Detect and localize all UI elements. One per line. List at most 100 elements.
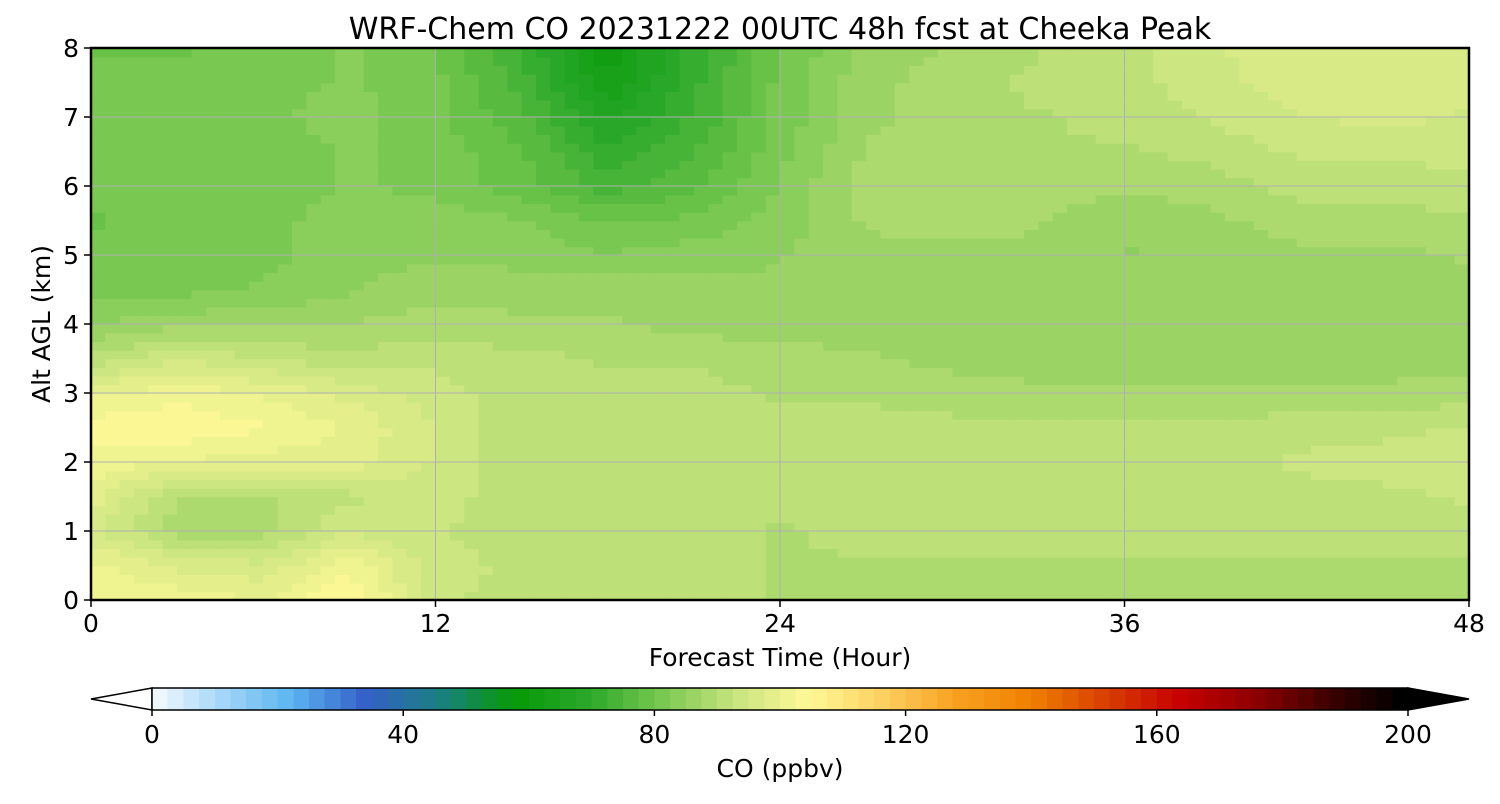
- contour-cell: [937, 151, 954, 161]
- contour-cell: [1210, 289, 1226, 299]
- contour-cell: [1382, 548, 1399, 558]
- contour-cell: [205, 548, 221, 558]
- contour-cell: [1397, 574, 1413, 584]
- contour-cell: [406, 401, 422, 412]
- contour-cell: [780, 280, 796, 291]
- contour-cell: [119, 453, 135, 463]
- contour-cell: [1454, 237, 1469, 248]
- contour-cell: [995, 410, 1011, 420]
- contour-cell: [579, 255, 595, 265]
- contour-cell: [177, 186, 193, 196]
- contour-cell: [277, 427, 293, 437]
- contour-cell: [1282, 151, 1298, 161]
- contour-cell: [1095, 418, 1111, 429]
- contour-cell: [1081, 237, 1097, 248]
- contour-cell: [148, 160, 164, 170]
- contour-cell: [665, 410, 681, 420]
- contour-cell: [1153, 436, 1169, 446]
- contour-cell: [1009, 211, 1025, 222]
- contour-cell: [234, 548, 250, 558]
- contour-cell: [220, 237, 236, 248]
- contour-cell: [205, 436, 221, 446]
- contour-cell: [291, 324, 308, 334]
- contour-cell: [406, 289, 422, 299]
- contour-cell: [1253, 401, 1269, 412]
- contour-cell: [765, 203, 781, 213]
- contour-cell: [277, 539, 293, 550]
- contour-cell: [966, 255, 982, 265]
- contour-cell: [177, 298, 193, 308]
- contour-cell: [535, 427, 552, 437]
- contour-cell: [1181, 505, 1198, 515]
- contour-cell: [205, 367, 221, 377]
- contour-cell: [492, 487, 509, 498]
- contour-cell: [248, 427, 265, 437]
- contour-cell: [851, 280, 867, 291]
- contour-cell: [234, 160, 250, 170]
- contour-cell: [980, 582, 997, 593]
- contour-cell: [679, 186, 695, 196]
- contour-cell: [507, 462, 523, 472]
- contour-cell: [1081, 496, 1097, 506]
- contour-cell: [291, 358, 308, 368]
- contour-cell: [177, 444, 193, 455]
- contour-cell: [378, 315, 394, 325]
- contour-cell: [507, 548, 523, 558]
- contour-cell: [521, 255, 537, 265]
- contour-cell: [1181, 289, 1198, 299]
- contour-cell: [1153, 531, 1169, 541]
- contour-cell: [880, 591, 896, 600]
- contour-cell: [406, 505, 422, 515]
- contour-cell: [162, 315, 178, 325]
- contour-cell: [105, 462, 121, 472]
- contour-cell: [736, 582, 753, 593]
- contour-cell: [765, 246, 781, 256]
- contour-cell: [492, 203, 509, 213]
- contour-cell: [650, 237, 666, 248]
- contour-cell: [1454, 341, 1469, 351]
- contour-cell: [378, 289, 394, 299]
- contour-cell: [449, 272, 466, 282]
- contour-cell: [593, 220, 609, 230]
- contour-cell: [564, 496, 580, 506]
- contour-cell: [923, 280, 939, 291]
- contour-cell: [1425, 556, 1442, 567]
- contour-cell: [449, 556, 466, 567]
- contour-cell: [1268, 582, 1284, 593]
- contour-cell: [1196, 211, 1212, 222]
- contour-cell: [464, 393, 480, 403]
- contour-cell: [263, 574, 279, 584]
- contour-cell: [1153, 444, 1169, 455]
- contour-cell: [1253, 332, 1269, 343]
- contour-cell: [1196, 160, 1212, 170]
- contour-cell: [507, 470, 523, 481]
- contour-cell: [1095, 436, 1111, 446]
- contour-cell: [148, 229, 164, 239]
- contour-cell: [1339, 332, 1355, 343]
- contour-cell: [1024, 393, 1040, 403]
- contour-cell: [392, 186, 408, 196]
- contour-cell: [277, 591, 293, 600]
- contour-cell: [823, 384, 839, 394]
- contour-cell: [148, 194, 164, 205]
- contour-cell: [708, 160, 724, 170]
- contour-cell: [736, 487, 753, 498]
- contour-cell: [1411, 194, 1427, 205]
- contour-cell: [1110, 246, 1126, 256]
- contour-cell: [1411, 151, 1427, 161]
- contour-cell: [349, 556, 365, 567]
- contour-cell: [665, 237, 681, 248]
- contour-cell: [909, 513, 925, 524]
- contour-cell: [665, 194, 681, 205]
- contour-cell: [650, 444, 666, 455]
- contour-cell: [966, 496, 982, 506]
- contour-cell: [736, 384, 753, 394]
- contour-cell: [507, 591, 523, 600]
- contour-cell: [866, 160, 882, 170]
- contour-cell: [335, 384, 351, 394]
- contour-cell: [607, 280, 623, 291]
- contour-cell: [507, 194, 523, 205]
- contour-cell: [1411, 574, 1427, 584]
- contour-cell: [220, 410, 236, 420]
- contour-cell: [894, 384, 910, 394]
